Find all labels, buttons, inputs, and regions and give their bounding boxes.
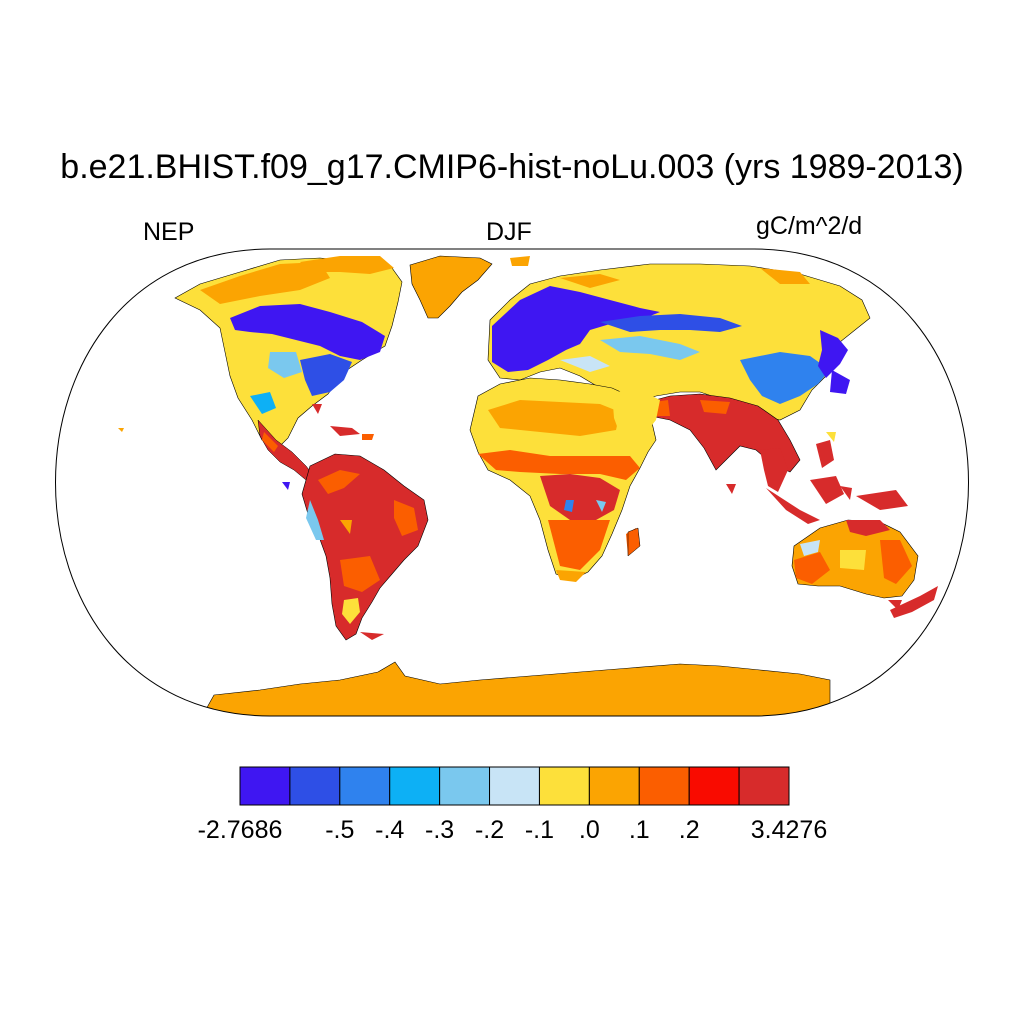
arctic-islands: [300, 256, 394, 274]
colorbar-label: -.3: [425, 816, 455, 844]
units-label: gC/m^2/d: [756, 212, 863, 240]
australia: [791, 519, 919, 610]
colorbar-swatch-1: [289, 766, 341, 806]
map-frame: [55, 248, 969, 717]
north-america: [174, 257, 403, 451]
africa: [469, 377, 660, 582]
colorbar-swatch-9: [688, 766, 740, 806]
colorbar-label: -.1: [524, 816, 555, 844]
season-label: DJF: [486, 218, 532, 246]
colorbar-label: .2: [678, 816, 700, 844]
colorbar-label: -2.7686: [197, 816, 283, 844]
colorbar-swatch-7: [588, 766, 640, 806]
colorbar-swatch-0: [239, 766, 291, 806]
colorbar-swatch-10: [738, 766, 790, 806]
colorbar-label: .1: [628, 816, 650, 844]
colorbar-label: -.2: [474, 816, 505, 844]
south-america: [301, 453, 429, 641]
colorbar-swatch-8: [638, 766, 690, 806]
colorbar-swatch-2: [339, 766, 391, 806]
colorbar-label: .0: [578, 816, 600, 844]
colorbar-swatch-5: [489, 766, 540, 806]
hawaii: [118, 428, 124, 432]
colorbar-swatch-3: [389, 766, 441, 806]
variable-label: NEP: [143, 218, 195, 246]
eurasia: [487, 263, 871, 421]
southeast-asia: [760, 432, 908, 532]
svalbard: [510, 256, 530, 266]
colorbar-swatch-6: [538, 766, 590, 806]
colorbar: [239, 766, 790, 806]
colorbar-label: 3.4276: [750, 816, 828, 844]
plot-title: b.e21.BHIST.f09_g17.CMIP6-hist-noLu.003 …: [60, 148, 964, 186]
new-zealand: [890, 586, 938, 618]
central-america: [257, 404, 374, 490]
colorbar-label: -.5: [325, 816, 355, 844]
colorbar-swatch-4: [439, 766, 491, 806]
greenland: [409, 255, 493, 319]
colorbar-label: -.4: [375, 816, 405, 844]
madagascar: [627, 527, 641, 557]
map-land-layer: [118, 255, 938, 716]
antarctica: [199, 661, 831, 716]
